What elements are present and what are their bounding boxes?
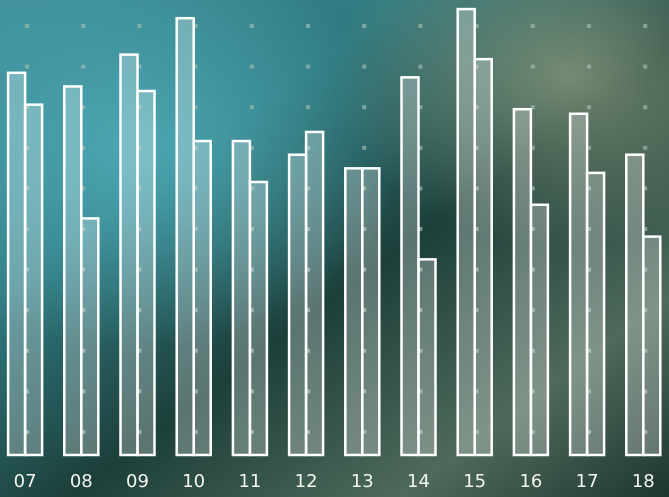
x-tick-label: 08: [70, 471, 93, 492]
x-tick-label: 18: [632, 471, 655, 492]
bar: [400, 76, 420, 457]
bar: [231, 139, 252, 457]
x-tick-label: 13: [351, 471, 374, 492]
x-tick-label: 15: [463, 471, 486, 492]
bar: [63, 85, 83, 457]
bar: [80, 217, 100, 457]
bar: [119, 53, 139, 457]
dot-grid: [0, 0, 669, 460]
bar: [136, 89, 156, 457]
bar: [456, 7, 476, 457]
bar: [6, 71, 27, 457]
bar: [473, 57, 493, 457]
x-tick-label: 11: [238, 471, 261, 492]
bar: [529, 203, 550, 457]
x-tick-label: 12: [295, 471, 318, 492]
bar: [248, 180, 269, 457]
x-tick-label: 16: [519, 471, 542, 492]
bar: [625, 153, 645, 457]
bar: [287, 153, 308, 457]
x-tick-label: 10: [182, 471, 205, 492]
bar: [568, 112, 589, 457]
x-tick-label: 07: [14, 471, 37, 492]
bar: [304, 130, 325, 457]
x-tick-label: 14: [407, 471, 430, 492]
x-tick-label: 17: [576, 471, 599, 492]
bar: [23, 103, 44, 457]
bar: [344, 167, 364, 457]
bar: [642, 235, 662, 457]
x-tick-label: 09: [126, 471, 149, 492]
bar: [585, 171, 606, 457]
bar: [512, 107, 533, 457]
bar: [417, 258, 437, 457]
bar: [361, 167, 381, 457]
bar: [192, 139, 212, 457]
bar: [175, 16, 195, 457]
